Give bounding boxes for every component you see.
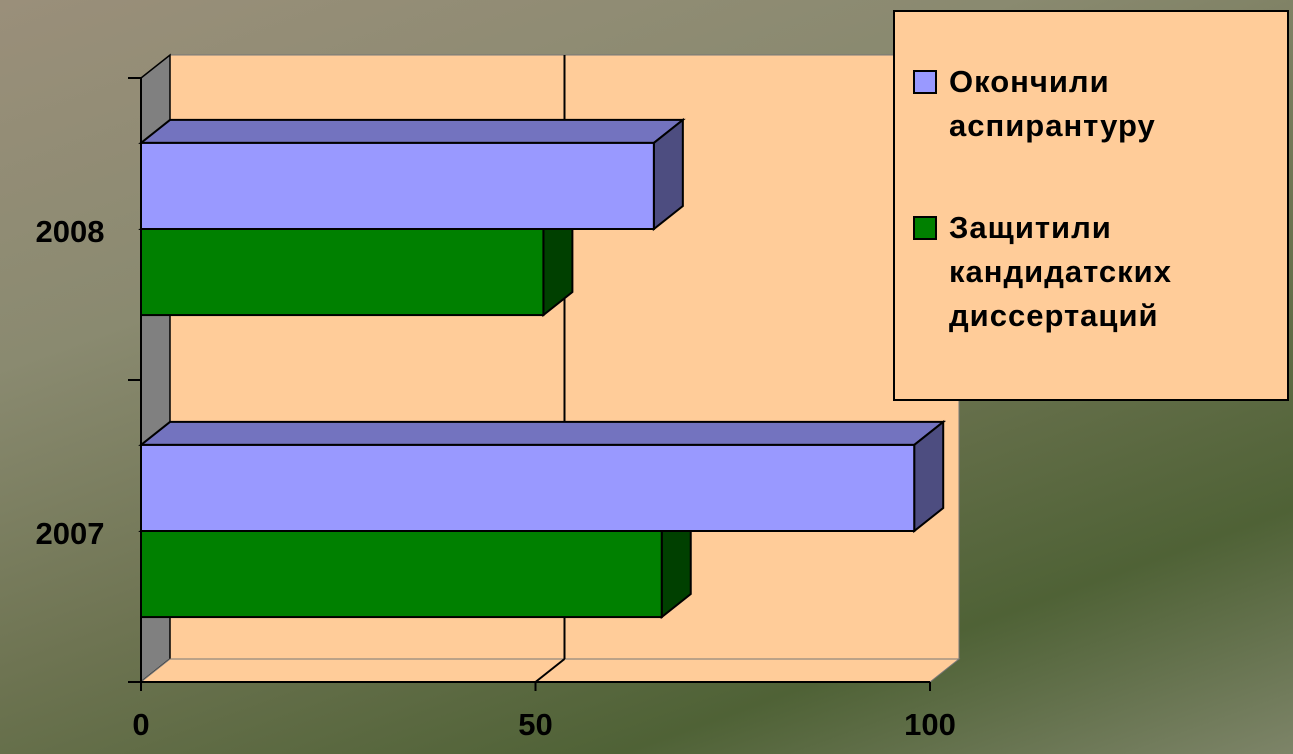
legend-label: Защитили кандидатских диссертаций — [949, 206, 1279, 338]
legend-swatch — [913, 70, 937, 94]
bar-front — [141, 531, 662, 617]
legend-item: Окончили аспирантуру — [913, 60, 1287, 148]
bar-front — [141, 143, 654, 229]
legend: Окончили аспирантуру Защитили кандидатски… — [893, 10, 1289, 401]
bar-top — [141, 422, 943, 445]
x-tick-label: 100 — [904, 707, 956, 742]
legend-swatch — [913, 216, 937, 240]
x-tick-label: 50 — [518, 707, 552, 742]
bar — [141, 120, 683, 229]
y-tick-label: 2007 — [36, 516, 105, 551]
legend-item: Защитили кандидатских диссертаций — [913, 206, 1287, 338]
page: 0 50 100 2007 2008 Окончили аспирантуру Защит… — [0, 0, 1293, 754]
legend-label: Окончили аспирантуру — [949, 60, 1279, 148]
x-tick-label: 0 — [132, 707, 149, 742]
bar-front — [141, 445, 914, 531]
y-tick-label: 2008 — [36, 214, 105, 249]
bar-top — [141, 120, 683, 143]
bar — [141, 422, 943, 531]
bar-front — [141, 229, 543, 315]
